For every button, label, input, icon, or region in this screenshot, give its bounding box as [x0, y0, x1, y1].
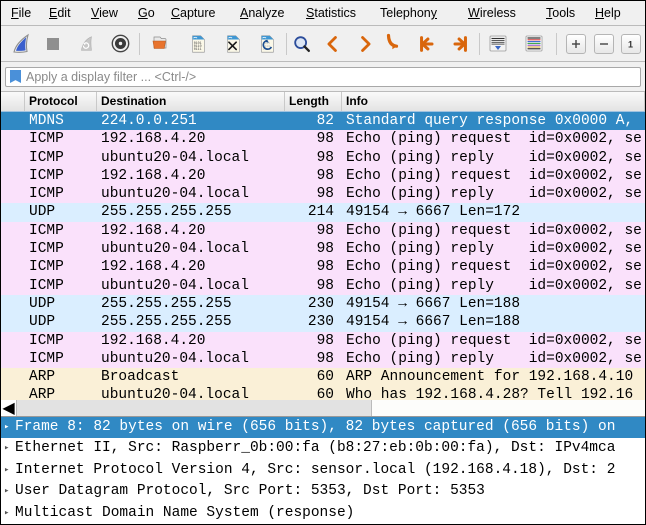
svg-text:1: 1 [628, 40, 633, 50]
svg-text:0111: 0111 [194, 47, 202, 51]
